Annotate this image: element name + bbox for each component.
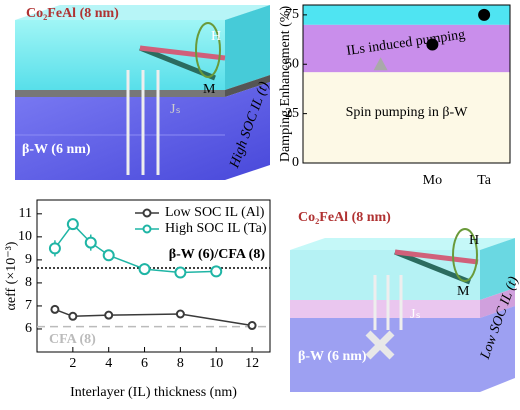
y-axis-title: Damping Enhancement (%)	[278, 6, 293, 163]
legend-label: Low SOC IL (Al)	[165, 205, 265, 220]
x-tick-label: 8	[177, 356, 184, 371]
current-label: Jₛ	[170, 102, 181, 117]
marker	[50, 304, 60, 314]
marker	[68, 311, 78, 321]
arrows	[373, 275, 403, 330]
x-axis-title: Interlayer (IL) thickness (nm)	[70, 385, 237, 400]
arrows	[126, 70, 160, 175]
marker	[478, 8, 491, 21]
x-tick-label: Mo	[423, 173, 442, 188]
block-cross	[365, 330, 395, 360]
x-tick-label: 4	[105, 356, 112, 371]
marker	[373, 57, 388, 71]
slab	[480, 238, 515, 300]
band-label: Spin pumping in β-W	[346, 105, 469, 120]
diagram-top-left: Co₂FeAl (8 nm) H M High SOC IL (t) Jₛ β-…	[15, 5, 272, 180]
precession	[195, 22, 221, 78]
x-tick-label: 10	[209, 356, 223, 371]
legend-marker	[142, 208, 152, 218]
reference-label: β-W (6)/CFA (8)	[169, 247, 266, 262]
diagram-bottom-right: Co₂FeAl (8 nm) H M Low SOC IL (t) Jₛ β-W…	[290, 210, 520, 392]
precession	[452, 228, 478, 282]
marker	[426, 38, 439, 51]
band	[303, 5, 510, 25]
marker	[175, 309, 185, 319]
marker	[247, 321, 257, 331]
field-label: H	[469, 233, 479, 248]
slab	[225, 5, 270, 90]
band	[303, 24, 510, 73]
arrow-h	[139, 45, 226, 61]
y-tick-label: 6	[25, 321, 32, 336]
x-tick-label: 12	[245, 356, 259, 371]
slab	[15, 5, 270, 20]
x-tick-label: 2	[69, 356, 76, 371]
magnetization-label: M	[203, 82, 216, 97]
field-label: H	[211, 29, 221, 44]
arrow-h	[394, 249, 479, 265]
magnetization-label: M	[457, 284, 470, 299]
plot-frame	[302, 4, 511, 164]
y-tick-label: 11	[19, 206, 32, 221]
interlayer	[290, 300, 480, 318]
legend-marker	[142, 224, 152, 234]
slab	[290, 306, 515, 392]
y-tick-label: 50	[285, 56, 299, 71]
marker	[210, 265, 223, 278]
slab	[290, 238, 515, 250]
layer-label: β-W (6 nm)	[298, 349, 367, 364]
marker	[48, 242, 61, 255]
interlayer	[225, 75, 270, 97]
interlayer	[15, 90, 225, 97]
x-tick-label: 6	[141, 356, 148, 371]
reference-label: CFA (8)	[49, 332, 96, 347]
marker	[138, 263, 151, 276]
marker	[104, 310, 114, 320]
y-tick-label: 8	[25, 275, 32, 290]
marker	[84, 236, 97, 249]
marker	[174, 266, 187, 279]
legend-label: High SOC IL (Ta)	[165, 221, 267, 236]
marker	[102, 249, 115, 262]
layer-label: β-W (6 nm)	[22, 142, 91, 157]
slab	[290, 250, 480, 300]
y-tick-label: 10	[18, 229, 32, 244]
y-tick-label: 9	[25, 252, 32, 267]
band	[303, 72, 510, 163]
y-tick-label: 75	[285, 7, 299, 22]
interlayer	[480, 288, 515, 318]
x-tick-label: Ta	[477, 173, 492, 188]
y-tick-label: 7	[25, 298, 32, 313]
marker	[66, 218, 79, 231]
y-tick-label: 25	[285, 106, 299, 121]
current-label: Jₛ	[410, 307, 421, 322]
y-tick-label: 0	[292, 155, 299, 170]
slab	[15, 20, 225, 90]
layer-label: Co₂FeAl (8 nm)	[298, 210, 391, 225]
layer-label: Co₂FeAl (8 nm)	[26, 6, 119, 21]
y-axis-title: αeff (×10⁻³)	[4, 241, 19, 310]
